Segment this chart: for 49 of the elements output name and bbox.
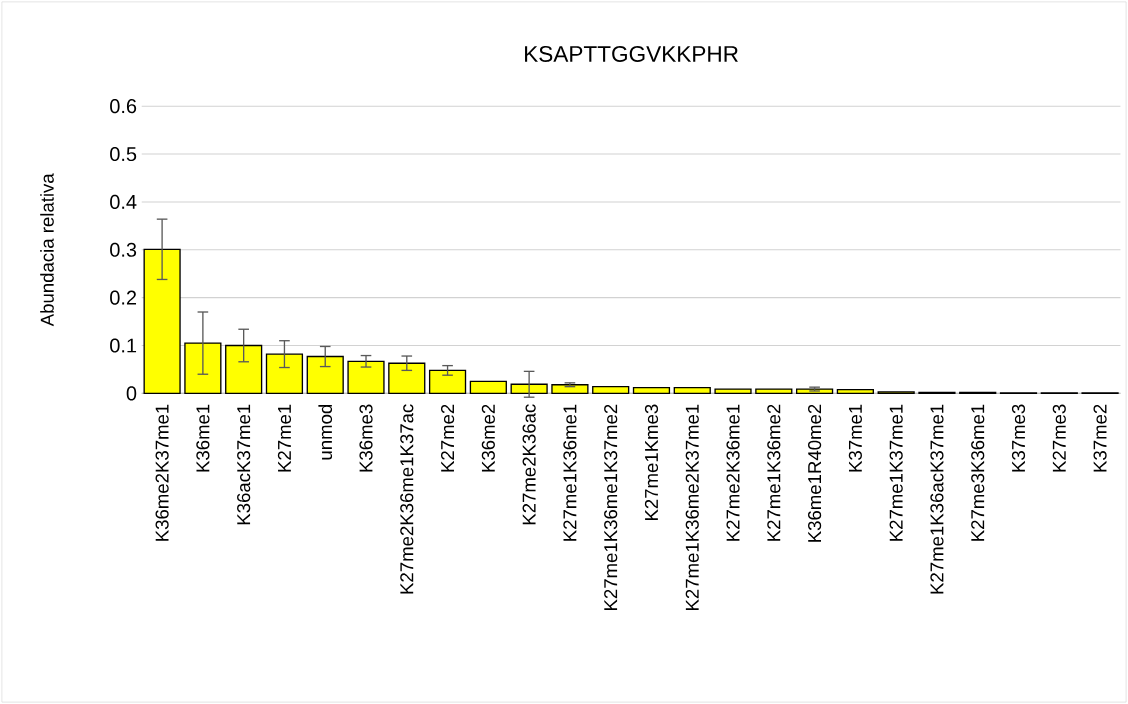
bar: [592, 386, 630, 395]
y-tick-label: 0.3: [110, 242, 137, 257]
x-tick-label: K37me3: [1011, 404, 1026, 472]
x-tick-label: K27me2: [440, 404, 455, 472]
x-tick-label: K36me1: [196, 404, 210, 472]
x-tick-label: K27me2K36me1: [726, 404, 740, 541]
x-tick-label: unmod: [318, 404, 333, 460]
y-tick-label: 0.5: [110, 146, 137, 162]
x-tick-label: K27me1K36me1: [563, 404, 577, 541]
bar: [510, 383, 548, 395]
x-tick-label: K27me2K36ac: [522, 404, 536, 525]
y-tick-label: 0: [126, 386, 137, 401]
bar: [428, 369, 467, 395]
x-tick-label: K36me2K37me1: [155, 404, 169, 541]
bar: [225, 344, 263, 395]
x-tick-label: K37me2: [1093, 404, 1107, 472]
bar: [388, 362, 426, 395]
bar: [469, 380, 507, 395]
bar: [551, 384, 589, 395]
bar: [306, 355, 344, 395]
chart-title: KSAPTTGGVKKPHR: [525, 45, 738, 62]
x-tick-label: K27me1K36me2: [767, 404, 781, 541]
x-tick-label: K27me1Kme3: [644, 404, 659, 521]
bar: [143, 248, 181, 395]
x-tick-label: K27me3K36me1: [971, 404, 985, 541]
x-tick-label: K27me1K36me2K37me1: [685, 404, 699, 610]
y-axis-title: Abundacia relativa: [40, 173, 54, 327]
x-tick-label: K27me1K36acK37me1: [930, 404, 944, 594]
y-tick-label: 0.6: [110, 99, 137, 114]
x-tick-label: K27me1: [277, 404, 292, 472]
y-tick-label: 0.1: [110, 338, 137, 353]
x-tick-label: K27me2K36me1K37ac: [400, 404, 414, 594]
x-tick-label: K36me3: [359, 404, 373, 472]
y-tick-label: 0.2: [110, 290, 137, 305]
bar: [673, 386, 711, 395]
x-tick-label: K36acK37me1: [237, 404, 251, 525]
x-tick-label: K27me1K36me1K37me2: [604, 404, 618, 610]
bar: [714, 388, 752, 395]
bar: [347, 360, 385, 395]
y-tick-label: 0.4: [110, 194, 137, 209]
x-tick-label: K37me1: [848, 404, 862, 472]
bar: [632, 386, 671, 395]
bar: [836, 388, 874, 395]
bar: [755, 388, 793, 395]
x-tick-label: K27me3: [1052, 404, 1066, 472]
bar: [265, 353, 304, 395]
x-tick-label: K36me2: [481, 404, 495, 472]
x-tick-label: K27me1K37me1: [889, 404, 903, 541]
x-tick-label: K36me1R40me2: [808, 404, 822, 542]
